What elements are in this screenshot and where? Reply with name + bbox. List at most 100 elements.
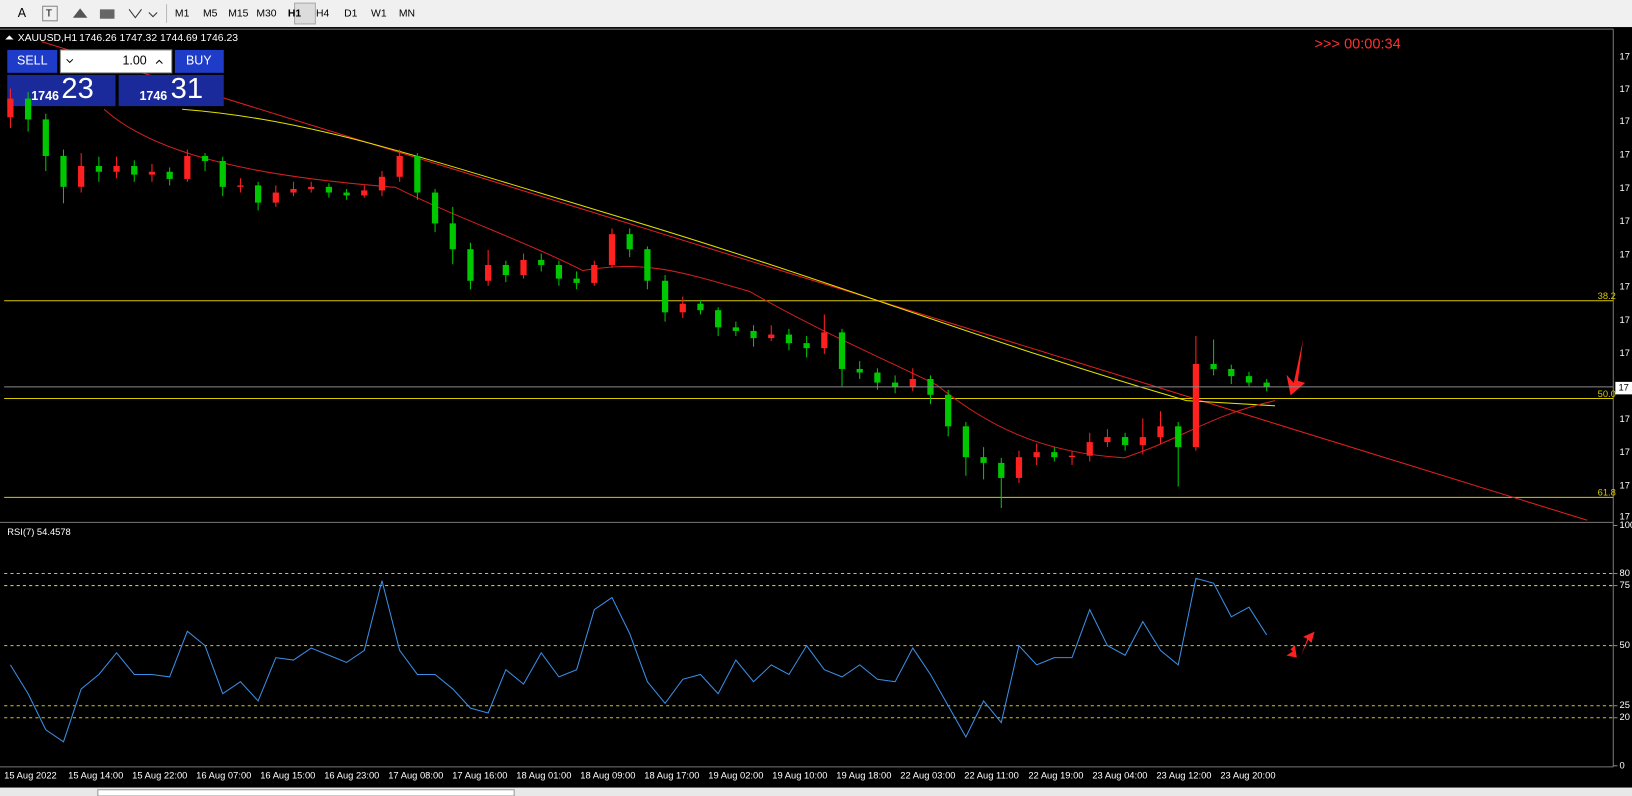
price-axis-label: 17 [1620,150,1630,160]
ask-box[interactable] [118,74,224,107]
candle-body [1068,455,1076,458]
candle-body [219,161,226,187]
candle-body [113,166,120,172]
annotation-arrow [1286,339,1306,396]
moving-average-fast [103,108,1276,459]
candle-body [166,171,173,179]
candle-body [785,334,793,344]
candle-body [838,332,846,369]
candle-body [591,264,598,283]
candle-body [396,155,403,177]
shape-tool[interactable] [72,8,88,18]
price-axis-label: 17 [1620,84,1630,94]
bid-small[interactable]: 23 [61,73,93,105]
annotation-arrow [1265,624,1297,658]
candle-body [856,368,863,373]
candle-body [361,190,368,196]
toolbar [0,0,1632,28]
text-tool-box[interactable] [42,5,58,22]
timeframe-button[interactable]: MN [399,8,415,19]
moving-average-slow [182,108,1276,407]
candle-body [60,155,67,187]
price-axis-label: 17 [1620,282,1630,292]
ask-big[interactable]: 1746 [139,89,167,103]
candle-body [467,249,474,281]
candle-body [290,188,297,193]
buy-label[interactable]: BUY [186,54,212,68]
ask-small[interactable]: 31 [171,73,203,105]
rsi-label: RSI(7) 54.4578 [7,527,70,537]
candle-body [184,155,191,179]
candle-body [308,186,315,189]
candle-body [1175,426,1182,448]
objects-tool[interactable] [128,9,158,19]
active-timeframe-highlight [294,2,316,25]
price-tag-box [1615,381,1632,395]
candle-body [1122,437,1129,445]
candle-body [378,176,386,191]
lot-value[interactable]: 1.00 [122,54,146,68]
bid-big[interactable]: 1746 [31,89,59,103]
lot-input[interactable] [59,49,173,74]
candle-body [131,166,138,175]
price-axis-label: 17 [1620,480,1630,490]
timeframe-button[interactable]: W1 [371,8,387,19]
x-axis-label: 16 Aug 07:00 [196,771,251,781]
price-axis-label: 17 [1620,183,1630,193]
price-axis-label: 17 [1620,52,1630,62]
candle-body [95,166,102,172]
candle-body [803,343,810,349]
x-axis-label: 23 Aug 12:00 [1156,771,1211,781]
lot-spinner[interactable] [66,58,163,64]
x-axis-label: 16 Aug 23:00 [324,771,379,781]
rsi-tick-label: 25 [1620,700,1630,710]
scrollbar [97,789,515,796]
timeframe-button[interactable]: M5 [203,8,218,19]
x-axis-label: 18 Aug 01:00 [516,771,571,781]
buy-button[interactable] [174,49,224,73]
x-axis-label: 17 Aug 16:00 [452,771,507,781]
fib-label: 61.8 [1598,488,1616,498]
x-axis-label: 16 Aug 15:00 [260,771,315,781]
candle-body [679,303,686,313]
tool-t[interactable]: T [46,8,53,19]
candle-body [626,234,633,250]
candle-body [697,303,704,311]
timer: >>> 00:00:34 [1315,37,1401,53]
x-axis-label: 23 Aug 04:00 [1092,771,1147,781]
timeframe-button[interactable]: H4 [316,8,330,19]
candle-body [1051,452,1058,458]
candle-body [1157,426,1164,438]
candle-body [891,382,899,387]
candle-body [201,155,209,162]
candle-body [1228,368,1235,377]
candle-body [1104,437,1111,443]
timeframe-button[interactable]: H1 [288,8,302,19]
label-tool[interactable] [99,9,115,19]
x-axis-label: 18 Aug 09:00 [580,771,635,781]
candle-body [980,457,987,463]
candle-body [7,98,14,118]
timeframe-button[interactable]: D1 [344,8,358,19]
timeframe-button[interactable]: M15 [228,8,248,19]
x-axis-label: 22 Aug 19:00 [1028,771,1083,781]
candle-body [1086,442,1093,456]
annotation-arrow [1301,631,1315,656]
candle-body [821,332,828,349]
collapse-icon[interactable] [5,35,14,40]
timeframe-button[interactable]: M30 [256,8,276,19]
candle-body [1015,457,1023,478]
timeframe-button[interactable]: M1 [175,8,190,19]
price-axis-label: 17 [1620,249,1630,259]
sell-label[interactable]: SELL [17,54,48,68]
rsi-tick-label: 0 [1620,760,1625,770]
x-axis-label: 23 Aug 20:00 [1220,771,1275,781]
candle-body [555,264,563,279]
tool-a[interactable]: A [18,6,27,20]
sell-button[interactable] [7,49,58,73]
candle-body [343,192,350,196]
rsi-tick-label: 20 [1620,712,1630,722]
candle-body [644,249,651,281]
ohlc: 1746.26 1747.32 1744.69 1746.23 [79,33,238,44]
candle-body [661,280,669,313]
